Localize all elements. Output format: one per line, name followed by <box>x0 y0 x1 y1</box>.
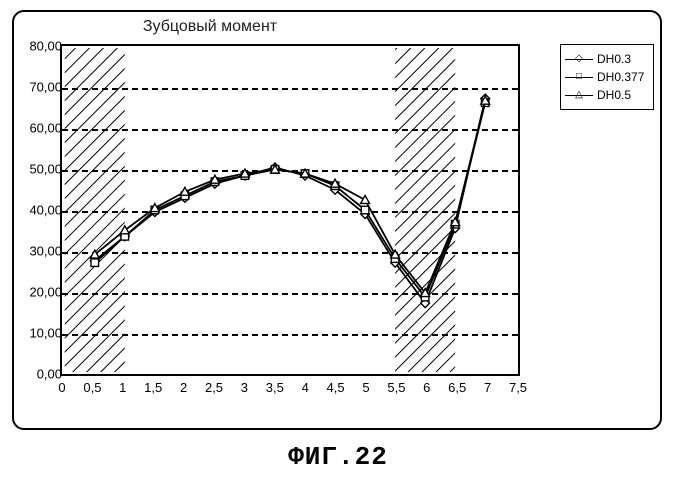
chart-title: Зубцовый момент <box>0 18 420 36</box>
x-tick-label: 7,5 <box>509 380 527 395</box>
x-tick-label: 0 <box>58 380 65 395</box>
x-tick-label: 5 <box>362 380 369 395</box>
y-tick-label: 60,00 <box>16 121 62 136</box>
x-tick-label: 7 <box>484 380 491 395</box>
hatched-band <box>395 48 455 372</box>
x-tick-label: 3,5 <box>266 380 284 395</box>
x-tick-label: 3 <box>241 380 248 395</box>
y-tick-label: 0,00 <box>16 367 62 382</box>
legend: ◇ DH0.3 □ DH0.377 △ DH0.5 <box>560 44 654 110</box>
y-tick-label: 80,00 <box>16 39 62 54</box>
y-tick-label: 50,00 <box>16 162 62 177</box>
x-tick-label: 4 <box>302 380 309 395</box>
x-tick-label: 2,5 <box>205 380 223 395</box>
legend-item-DH0.377: □ DH0.377 <box>565 68 647 86</box>
y-tick-label: 10,00 <box>16 326 62 341</box>
x-tick-label: 1,5 <box>144 380 162 395</box>
legend-swatch: ◇ <box>565 52 593 66</box>
legend-label: DH0.377 <box>597 70 644 84</box>
x-tick-label: 2 <box>180 380 187 395</box>
legend-item-DH0.3: ◇ DH0.3 <box>565 50 647 68</box>
x-tick-label: 4,5 <box>327 380 345 395</box>
y-tick-label: 20,00 <box>16 285 62 300</box>
hatched-band <box>65 48 125 372</box>
x-tick-label: 1 <box>119 380 126 395</box>
legend-swatch: □ <box>565 70 593 84</box>
x-tick-label: 0,5 <box>83 380 101 395</box>
legend-label: DH0.3 <box>597 52 631 66</box>
figure-caption: ФИГ.22 <box>0 442 676 472</box>
y-tick-label: 40,00 <box>16 203 62 218</box>
page: Зубцовый момент 0,00 10,00 20,00 30,00 40,00… <box>0 0 676 500</box>
y-tick-label: 30,00 <box>16 244 62 259</box>
y-tick-label: 70,00 <box>16 80 62 95</box>
legend-label: DH0.5 <box>597 88 631 102</box>
plot-svg <box>62 46 518 374</box>
plot-area <box>60 44 520 376</box>
legend-item-DH0.5: △ DH0.5 <box>565 86 647 104</box>
x-tick-label: 6 <box>423 380 430 395</box>
legend-swatch: △ <box>565 88 593 102</box>
x-tick-label: 6,5 <box>448 380 466 395</box>
x-tick-label: 5,5 <box>387 380 405 395</box>
